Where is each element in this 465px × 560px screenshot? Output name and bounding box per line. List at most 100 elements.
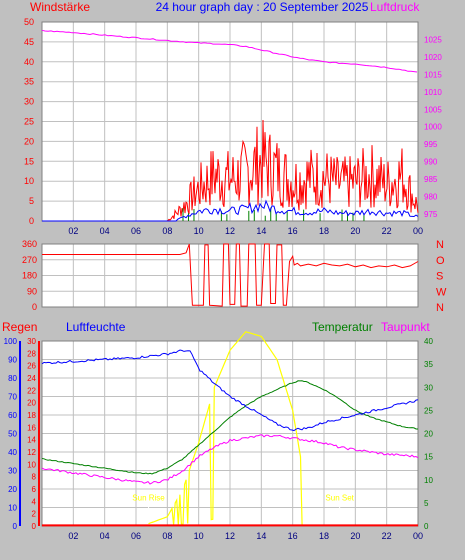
x-tick-label: 10 [194, 531, 204, 541]
y-left-tick-label: 40 [24, 57, 34, 67]
rain-tick-label: 18 [27, 411, 36, 420]
plot-border [41, 21, 419, 222]
rain-tick-label: 30 [27, 337, 36, 346]
temperature-line [41, 380, 418, 475]
y-right-tick-label: 1015 [424, 70, 442, 79]
humidity-tick-label: 30 [8, 467, 17, 476]
y-left-tick-label: 10 [24, 176, 34, 186]
pressure-line [41, 29, 418, 73]
y-right-tick-label: 985 [424, 175, 438, 184]
temperature-label: Temperatur [312, 320, 373, 334]
humidity-tick-label: 50 [8, 430, 17, 439]
temperature-tick-label: 25 [424, 406, 433, 415]
wind-label: Windstärke [30, 0, 90, 14]
dir-tick-label: 270 [22, 255, 37, 265]
rain-tick-label: 16 [27, 423, 36, 432]
temperature-tick-label: 0 [424, 522, 429, 531]
x-tick-label: 10 [194, 226, 204, 236]
x-tick-label: 16 [288, 226, 298, 236]
rain-tick-label: 10 [27, 460, 36, 469]
x-tick-label: 08 [162, 226, 172, 236]
sunset-label: Sun Set [325, 494, 354, 503]
humidity-tick-label: 0 [13, 522, 18, 531]
sunrise-label: Sun Rise [132, 494, 165, 503]
y-right-tick-label: 1020 [424, 53, 442, 62]
y-right-tick-label: 1000 [424, 123, 442, 132]
x-tick-label: 12 [225, 226, 235, 236]
rain-tick-label: 6 [32, 485, 37, 494]
temperature-tick-label: 20 [424, 430, 433, 439]
humidity-tick-label: 70 [8, 393, 17, 402]
dir-tick-label: 90 [27, 286, 37, 296]
dir-compass-label: N [436, 239, 444, 251]
rain-tick-label: 0 [32, 522, 37, 531]
dewpoint-label: Taupunkt [381, 320, 430, 334]
humidity-tick-label: 100 [4, 337, 18, 346]
humidity-tick-label: 40 [8, 448, 17, 457]
temperature-tick-label: 35 [424, 360, 433, 369]
y-right-tick-label: 995 [424, 140, 438, 149]
y-left-tick-label: 25 [24, 117, 34, 127]
humidity-temperature-chart: 02 04 06 08 10 12 14 16 18 20 22 000102030405060708… [4, 331, 433, 541]
x-tick-label: 06 [131, 531, 141, 541]
rain-tick-label: 14 [27, 436, 36, 445]
x-tick-label: 06 [131, 226, 141, 236]
humidity-line [41, 349, 419, 432]
y-left-tick-label: 45 [24, 37, 34, 47]
y-right-tick-label: 980 [424, 193, 438, 202]
y-left-tick-label: 0 [29, 216, 34, 226]
x-tick-label: 14 [256, 531, 266, 541]
rain-tick-label: 20 [27, 399, 36, 408]
gust-line [42, 199, 419, 222]
graph-title: 24 hour graph day : 20 September 2025 [156, 0, 369, 14]
humidity-tick-label: 20 [8, 485, 17, 494]
dir-compass-label: O [436, 255, 445, 267]
dewpoint-line [41, 434, 419, 485]
x-tick-label: 04 [100, 531, 110, 541]
dir-tick-label: 0 [32, 302, 37, 312]
y-left-tick-label: 5 [29, 196, 34, 206]
x-tick-label: 20 [350, 226, 360, 236]
temperature-tick-label: 10 [424, 476, 433, 485]
humidity-label: Luftfeuchte [66, 320, 126, 334]
rain-tick-label: 26 [27, 362, 36, 371]
y-left-tick-label: 50 [24, 17, 34, 27]
x-tick-label: 00 [413, 226, 423, 236]
rain-tick-label: 24 [27, 374, 36, 383]
x-tick-label: 22 [382, 226, 392, 236]
x-tick-label: 18 [319, 226, 329, 236]
rain-tick-label: 28 [27, 349, 36, 358]
x-tick-label: 20 [350, 531, 360, 541]
wind-direction-line [42, 243, 419, 307]
x-tick-label: 22 [382, 531, 392, 541]
x-tick-label: 14 [256, 226, 266, 236]
dir-compass-label: S [436, 271, 443, 283]
humidity-tick-label: 60 [8, 411, 17, 420]
rain-tick-label: 2 [32, 510, 37, 519]
y-left-tick-label: 35 [24, 77, 34, 87]
rain-tick-label: 4 [32, 497, 37, 506]
dir-tick-label: 360 [22, 239, 37, 249]
dir-compass-label: W [436, 286, 447, 298]
temperature-tick-label: 30 [424, 383, 433, 392]
y-right-tick-label: 1025 [424, 35, 442, 44]
x-tick-label: 02 [68, 531, 78, 541]
y-left-tick-label: 30 [24, 97, 34, 107]
y-left-tick-label: 15 [24, 156, 34, 166]
rain-tick-label: 22 [27, 386, 36, 395]
y-right-tick-label: 975 [424, 210, 438, 219]
y-right-tick-label: 1005 [424, 105, 442, 114]
x-tick-label: 02 [68, 226, 78, 236]
rain-label: Regen [2, 320, 37, 334]
temperature-tick-label: 5 [424, 499, 429, 508]
x-tick-label: 08 [162, 531, 172, 541]
humidity-tick-label: 10 [8, 504, 17, 513]
solar-line [148, 331, 303, 527]
wind-pressure-chart: 02 04 06 08 10 12 14 16 18 20 22 000510152025303540… [24, 17, 442, 236]
dir-compass-label: N [436, 302, 444, 314]
y-right-tick-label: 990 [424, 158, 438, 167]
x-tick-label: 16 [288, 531, 298, 541]
temperature-tick-label: 15 [424, 453, 433, 462]
x-tick-label: 12 [225, 531, 235, 541]
